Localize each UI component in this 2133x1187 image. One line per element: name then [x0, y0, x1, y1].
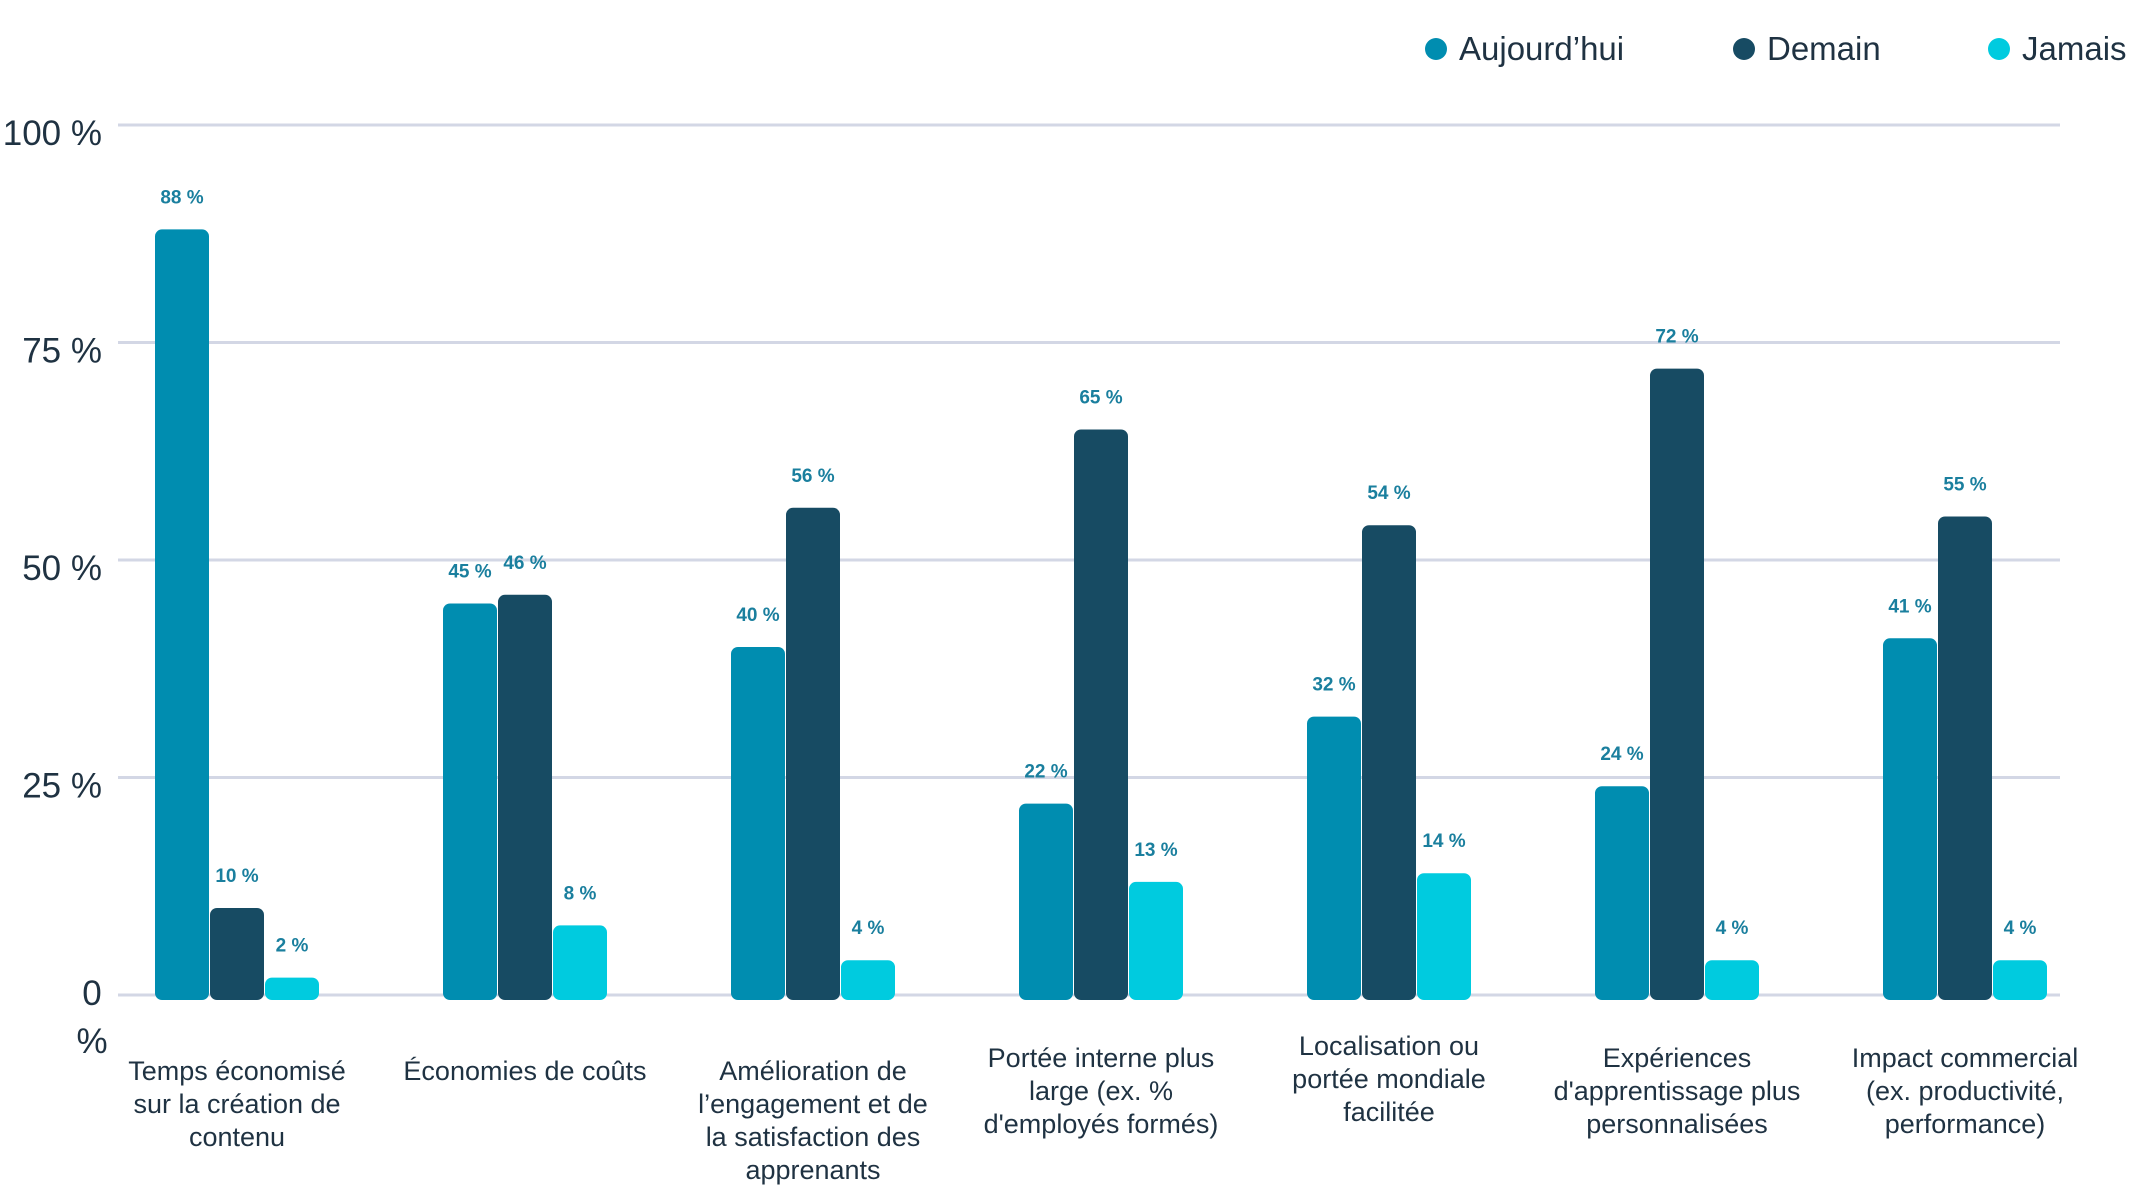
legend-label: Demain [1767, 30, 1881, 67]
data-label: 46 % [503, 553, 546, 574]
bar [443, 603, 497, 1000]
data-label: 56 % [791, 466, 834, 487]
x-tick-label: Impact commercial (ex. productivité, per… [1851, 1043, 2079, 1139]
legend: Aujourd’hui Demain Jamais [0, 30, 2133, 80]
bar [265, 977, 319, 1000]
bar [1650, 368, 1704, 1001]
bar [731, 647, 785, 1000]
y-tick-label: 75 % [22, 332, 102, 371]
x-tick-label: Localisation ou portée mondiale facilité… [1292, 1031, 1486, 1127]
data-label: 72 % [1655, 327, 1698, 348]
legend-swatch [1425, 38, 1447, 60]
data-label: 40 % [736, 605, 779, 626]
y-tick-label: 25 % [22, 767, 102, 806]
data-label: 4 % [2004, 918, 2037, 939]
legend-swatch [1733, 38, 1755, 60]
legend-item-demain: Demain [1733, 30, 1881, 68]
x-tick-label: Expériences d'apprentissage plus personn… [1553, 1043, 1801, 1139]
data-label: 2 % [276, 936, 309, 957]
data-label: 4 % [1716, 918, 1749, 939]
data-label: 45 % [448, 562, 491, 583]
legend-label: Jamais [2022, 30, 2127, 67]
x-tick-label: Amélioration de l’engagement et de la sa… [698, 1056, 928, 1185]
data-label: 55 % [1943, 475, 1986, 496]
bar [210, 908, 264, 1000]
bar [1362, 525, 1416, 1000]
bar [553, 925, 607, 1000]
data-label: 14 % [1422, 831, 1465, 852]
y-tick-label: 50 % [22, 549, 102, 588]
data-label: 10 % [215, 866, 258, 887]
bar [1307, 716, 1361, 1000]
bar [1883, 638, 1937, 1000]
legend-item-aujourdhui: Aujourd’hui [1425, 30, 1624, 68]
bar [1595, 786, 1649, 1000]
bar [1705, 960, 1759, 1000]
x-tick-label: Économies de coûts [403, 1056, 647, 1086]
x-tick-label: Portée interne plus large (ex. % d'emplo… [983, 1043, 1219, 1139]
data-label: 32 % [1312, 675, 1355, 696]
data-label: 22 % [1024, 762, 1067, 783]
y-tick-label: 100 % [3, 114, 102, 153]
legend-swatch [1988, 38, 2010, 60]
bar [1129, 881, 1183, 1000]
x-tick-label: Temps économisé sur la création de conte… [128, 1056, 346, 1152]
data-label: 24 % [1600, 744, 1643, 765]
data-label: 88 % [160, 187, 203, 208]
bar [1938, 516, 1992, 1000]
bar [498, 594, 552, 1000]
legend-label: Aujourd’hui [1459, 30, 1625, 67]
data-label: 54 % [1367, 483, 1410, 504]
data-label: 41 % [1888, 596, 1931, 617]
legend-item-jamais: Jamais [1988, 30, 2127, 68]
bar [1417, 873, 1471, 1000]
data-label: 65 % [1079, 388, 1122, 409]
bar [1019, 803, 1073, 1000]
data-label: 4 % [852, 918, 885, 939]
bar [155, 229, 209, 1000]
y-tick-label: 0% [76, 974, 107, 1061]
bar [1993, 960, 2047, 1000]
bar [786, 507, 840, 1000]
bar [1074, 429, 1128, 1000]
bar [841, 960, 895, 1000]
data-label: 8 % [564, 883, 597, 904]
data-label: 13 % [1134, 840, 1177, 861]
